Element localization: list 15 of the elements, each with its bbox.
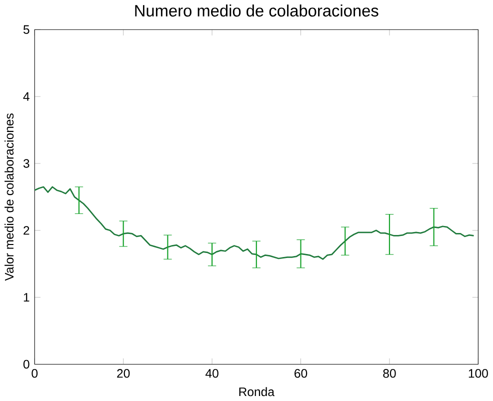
y-tick-label: 1 <box>24 293 30 302</box>
x-axis-title: Ronda <box>239 387 275 396</box>
x-tick-label: 0 <box>32 369 38 378</box>
y-tick-label: 5 <box>23 25 30 34</box>
x-tick-label: 100 <box>468 369 488 378</box>
x-tick-label: 80 <box>383 369 396 378</box>
y-tick-label: 2 <box>24 226 30 235</box>
y-tick-label: 4 <box>23 92 30 101</box>
y-tick-label: 0 <box>23 360 30 369</box>
x-tick-label: 40 <box>205 369 218 378</box>
x-tick-label: 20 <box>117 369 130 378</box>
x-tick-label: 60 <box>294 369 308 378</box>
y-axis-title: Valor medio de colaboraciones <box>4 114 14 281</box>
chart-title: Numero medio de colaboraciones <box>135 4 378 17</box>
y-tick-label: 3 <box>23 159 30 168</box>
